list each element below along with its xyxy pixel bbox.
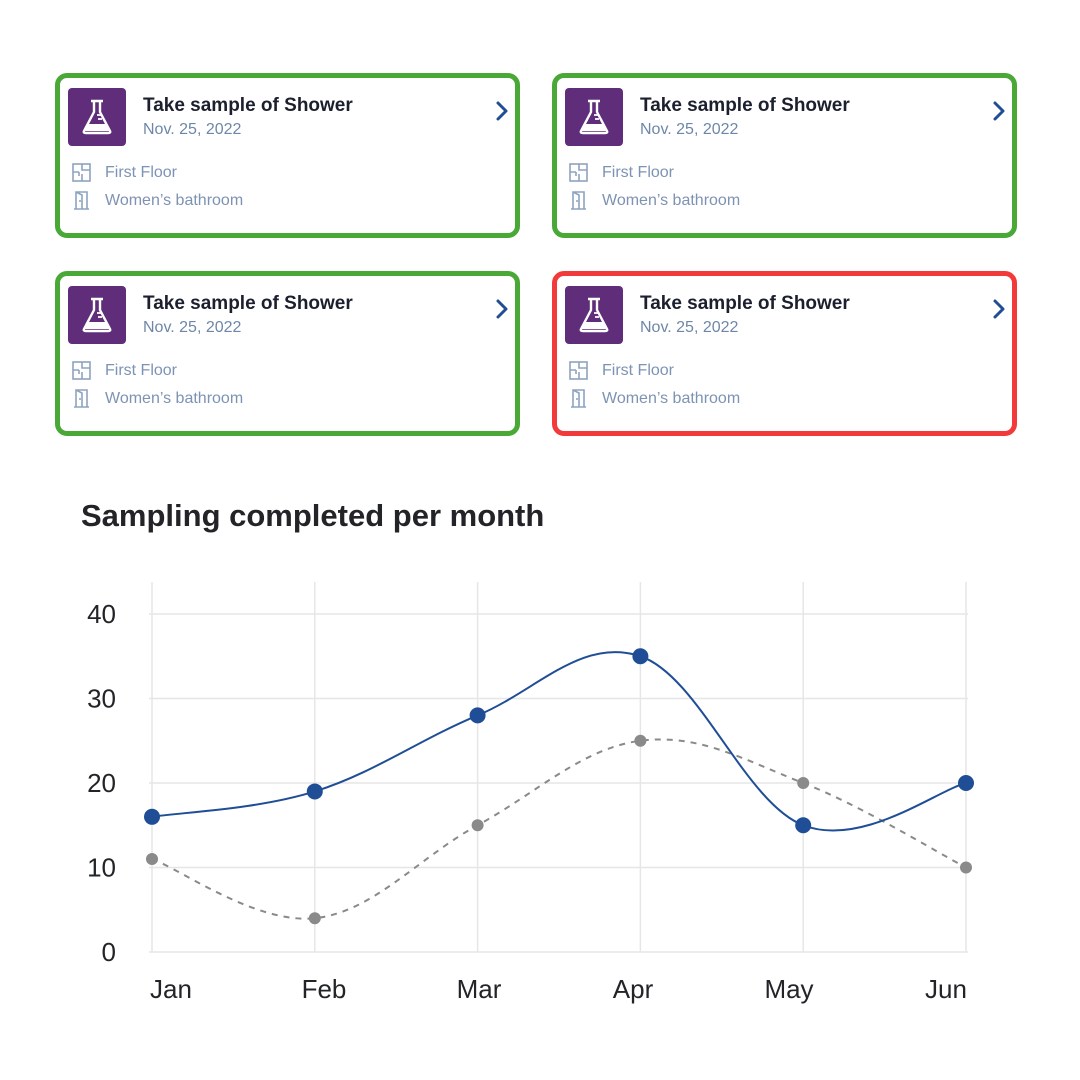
card-floor: First Floor [105, 361, 177, 379]
y-tick-label: 10 [87, 853, 116, 883]
chart-points [144, 648, 974, 925]
card-room-row: Women’s bathroom [72, 389, 243, 408]
card-floor-row: First Floor [72, 361, 177, 380]
floor-plan-icon [569, 163, 588, 182]
chevron-right-icon[interactable] [495, 100, 509, 122]
task-card[interactable]: Take sample of Shower Nov. 25, 2022 Firs… [55, 271, 520, 436]
door-icon [74, 191, 89, 210]
card-room-row: Women’s bathroom [569, 389, 740, 408]
point-secondary [471, 819, 484, 832]
y-tick-label: 0 [102, 937, 116, 967]
card-title: Take sample of Shower [143, 95, 353, 116]
chart-series [151, 651, 967, 920]
card-room: Women’s bathroom [602, 191, 741, 209]
point-secondary [797, 777, 810, 789]
chevron-right-icon[interactable] [495, 298, 509, 320]
point-secondary [960, 861, 972, 874]
y-tick-label: 30 [87, 684, 116, 714]
line-chart: 0 10 20 30 40 Jan Feb Mar Apr May Jun [87, 582, 974, 1004]
point-primary [632, 648, 649, 665]
card-date: Nov. 25, 2022 [640, 121, 739, 138]
point-secondary [308, 912, 321, 925]
task-card[interactable]: Take sample of Shower Nov. 25, 2022 Firs… [55, 73, 520, 238]
card-date: Nov. 25, 2022 [640, 319, 739, 336]
card-room: Women’s bathroom [602, 389, 741, 407]
floor-plan-icon [72, 163, 91, 182]
flask-icon [565, 286, 623, 344]
card-date: Nov. 25, 2022 [143, 319, 242, 336]
x-tick-label: Mar [457, 974, 502, 1004]
x-tick-label: Jun [925, 974, 967, 1004]
card-room-row: Women’s bathroom [569, 191, 740, 210]
card-floor: First Floor [105, 163, 177, 181]
x-tick-label: Feb [302, 974, 347, 1004]
card-room: Women’s bathroom [105, 191, 244, 209]
floor-plan-icon [72, 361, 91, 380]
chevron-right-icon[interactable] [992, 298, 1006, 320]
card-floor-row: First Floor [569, 361, 674, 380]
flask-icon [565, 88, 623, 146]
chart-grid [149, 582, 968, 953]
point-secondary [146, 853, 158, 866]
card-floor-row: First Floor [72, 163, 177, 182]
task-card[interactable]: Take sample of Shower Nov. 25, 2022 Firs… [552, 73, 1017, 238]
point-primary [144, 808, 160, 825]
chart-title: Sampling completed per month [81, 498, 545, 533]
card-room-row: Women’s bathroom [72, 191, 243, 210]
card-title: Take sample of Shower [640, 293, 850, 314]
task-card[interactable]: Take sample of Shower Nov. 25, 2022 Firs… [552, 271, 1017, 436]
card-date: Nov. 25, 2022 [143, 121, 242, 138]
x-tick-label: Apr [613, 974, 654, 1004]
series-line-secondary [151, 738, 967, 920]
point-primary [958, 775, 974, 791]
chevron-right-icon[interactable] [992, 100, 1006, 122]
point-secondary [634, 734, 647, 747]
point-primary [306, 783, 323, 800]
door-icon [571, 389, 586, 408]
card-title: Take sample of Shower [143, 293, 353, 314]
point-primary [469, 707, 486, 724]
y-axis-ticks: 0 10 20 30 40 [87, 599, 116, 967]
card-floor: First Floor [602, 163, 674, 181]
door-icon [571, 191, 586, 210]
card-title: Take sample of Shower [640, 95, 850, 116]
flask-icon [68, 286, 126, 344]
card-room: Women’s bathroom [105, 389, 244, 407]
floor-plan-icon [569, 361, 588, 380]
card-floor: First Floor [602, 361, 674, 379]
x-axis-ticks: Jan Feb Mar Apr May Jun [150, 974, 967, 1004]
series-line-primary [151, 651, 967, 832]
y-tick-label: 20 [87, 768, 116, 798]
point-primary [795, 817, 812, 834]
door-icon [74, 389, 89, 408]
x-tick-label: Jan [150, 974, 192, 1004]
y-tick-label: 40 [87, 599, 116, 629]
card-floor-row: First Floor [569, 163, 674, 182]
flask-icon [68, 88, 126, 146]
x-tick-label: May [764, 974, 813, 1004]
